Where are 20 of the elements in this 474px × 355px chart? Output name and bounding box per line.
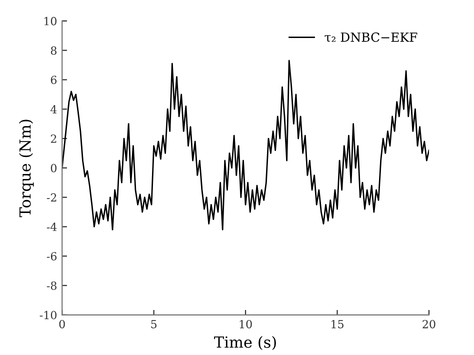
- y-tick-label: -10: [40, 310, 56, 320]
- x-tick-label: 0: [59, 320, 65, 328]
- y-tick-label: 0: [50, 164, 56, 172]
- y-axis-title: Torque (Nm): [18, 120, 34, 218]
- y-tick-label: 2: [50, 134, 56, 143]
- y-tick-label: -2: [46, 193, 56, 202]
- x-tick-label: 10: [240, 320, 252, 328]
- y-tick-label: 4: [50, 105, 57, 114]
- x-axis-title: Time (s): [214, 336, 276, 350]
- y-tick-label: 6: [50, 76, 57, 84]
- y-tick-label: 10: [44, 16, 56, 26]
- y-tick-label: -6: [46, 252, 57, 260]
- legend-label: τ₂ DNBC−EKF: [324, 32, 418, 42]
- x-tick-label: 5: [151, 320, 156, 328]
- x-tick-label: 15: [332, 320, 344, 328]
- y-tick-label: -4: [46, 222, 57, 231]
- x-tick-label: 20: [422, 320, 436, 328]
- y-tick-label: 8: [50, 46, 56, 55]
- line-series: [62, 60, 429, 230]
- y-tick-label: -8: [46, 281, 56, 290]
